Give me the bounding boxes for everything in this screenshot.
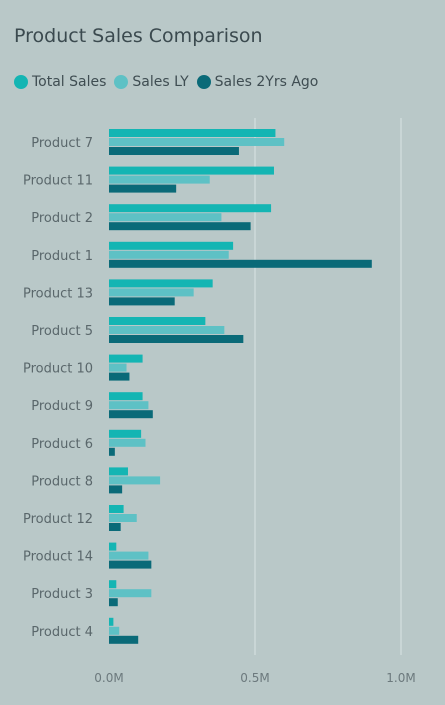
chart-title: Product Sales Comparison: [14, 25, 263, 47]
legend-label-total-sales: Total Sales: [32, 74, 107, 90]
x-tick-label-1: 0.5M: [240, 671, 269, 685]
legend-item-sales-ly[interactable]: Sales LY: [114, 74, 189, 90]
legend-label-sales-2yrs-ago: Sales 2Yrs Ago: [214, 74, 319, 90]
x-tick-label-0: 0.0M: [94, 671, 123, 685]
legend-swatch-total-sales: [14, 75, 28, 89]
category-label-product-4: Product 4: [31, 625, 93, 640]
category-label-product-9: Product 9: [31, 399, 93, 414]
bar-product-9-sales-2yrs-ago: [109, 410, 153, 419]
category-label-product-11: Product 11: [23, 174, 93, 189]
bar-product-8-sales-2yrs-ago: [109, 485, 123, 494]
bar-product-9-total-sales: [109, 392, 143, 401]
legend-item-sales-2yrs-ago[interactable]: Sales 2Yrs Ago: [196, 74, 319, 90]
legend-label-sales-ly: Sales LY: [132, 74, 189, 90]
bar-product-7-sales-2yrs-ago: [109, 147, 239, 155]
bar-product-10-sales-ly: [109, 363, 127, 372]
bar-product-6-sales-2yrs-ago: [109, 447, 115, 456]
category-label-product-14: Product 14: [23, 550, 93, 565]
x-tick-label-2: 1.0M: [386, 671, 415, 685]
category-label-product-5: Product 5: [31, 324, 93, 339]
bar-product-5-total-sales: [109, 317, 206, 325]
bar-product-12-sales-2yrs-ago: [109, 523, 121, 531]
bar-product-5-sales-ly: [109, 326, 225, 334]
legend-item-total-sales[interactable]: Total Sales: [14, 74, 106, 90]
bar-product-14-sales-2yrs-ago: [109, 560, 152, 569]
bar-product-7-sales-ly: [109, 138, 285, 146]
bar-product-12-total-sales: [109, 505, 124, 513]
bar-product-13-sales-ly: [109, 288, 194, 297]
bar-product-4-total-sales: [109, 617, 114, 626]
bar-product-12-sales-ly: [109, 514, 137, 522]
bar-product-2-total-sales: [109, 204, 272, 213]
bar-product-8-sales-ly: [109, 476, 161, 485]
legend: Total Sales Sales LY Sales 2Yrs Ago: [14, 71, 326, 93]
bar-product-7-total-sales: [109, 129, 276, 137]
bar-product-13-total-sales: [109, 279, 213, 288]
category-label-product-3: Product 3: [31, 587, 93, 602]
category-label-product-8: Product 8: [31, 474, 93, 489]
bar-product-2-sales-ly: [109, 213, 222, 222]
bar-product-4-sales-ly: [109, 626, 120, 635]
bar-product-10-sales-2yrs-ago: [109, 372, 130, 381]
bar-product-3-total-sales: [109, 580, 117, 589]
legend-swatch-sales-ly: [114, 75, 129, 89]
bar-product-6-sales-ly: [109, 438, 146, 447]
bar-product-14-total-sales: [109, 542, 117, 551]
category-label-product-6: Product 6: [31, 437, 93, 452]
category-label-product-12: Product 12: [23, 512, 93, 527]
bar-product-1-sales-ly: [109, 250, 229, 259]
bar-product-11-sales-ly: [109, 175, 210, 184]
bar-product-9-sales-ly: [109, 401, 149, 410]
bar-product-11-total-sales: [109, 166, 274, 175]
bar-product-5-sales-2yrs-ago: [109, 335, 244, 343]
category-label-product-1: Product 1: [31, 249, 93, 264]
bar-product-13-sales-2yrs-ago: [109, 297, 175, 306]
bar-product-1-total-sales: [109, 241, 234, 250]
category-label-product-10: Product 10: [23, 362, 93, 377]
bar-product-3-sales-ly: [109, 589, 152, 598]
category-label-product-7: Product 7: [31, 136, 93, 151]
bar-product-3-sales-2yrs-ago: [109, 598, 118, 607]
legend-swatch-sales-2yrs-ago: [196, 75, 211, 89]
bar-product-2-sales-2yrs-ago: [109, 222, 251, 231]
bar-product-11-sales-2yrs-ago: [109, 184, 177, 193]
bar-product-1-sales-2yrs-ago: [109, 259, 372, 268]
bar-product-4-sales-2yrs-ago: [109, 635, 139, 644]
category-label-product-2: Product 2: [31, 211, 93, 226]
bar-product-8-total-sales: [109, 467, 128, 476]
bar-product-14-sales-ly: [109, 551, 149, 560]
bar-product-10-total-sales: [109, 354, 143, 363]
category-label-product-13: Product 13: [23, 286, 93, 301]
bar-product-6-total-sales: [109, 429, 142, 438]
